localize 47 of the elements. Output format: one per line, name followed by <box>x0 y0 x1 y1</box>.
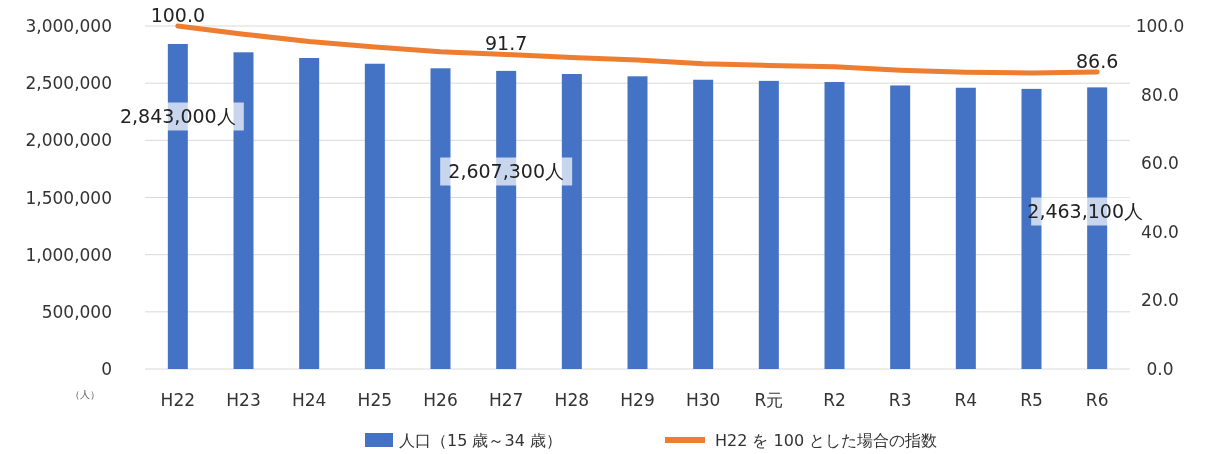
y2-tick-label: 100.0 <box>1135 16 1185 36</box>
legend-label: 人口（15 歳～34 歳） <box>399 431 562 450</box>
y-tick-label: 1,000,000 <box>25 244 112 265</box>
bar <box>299 58 320 369</box>
y2-tick-label: 20.0 <box>1141 290 1179 311</box>
y2-tick-label: 0.0 <box>1146 359 1174 379</box>
x-tick-label: R4 <box>954 390 978 410</box>
x-tick-label: H22 <box>160 390 196 410</box>
x-tick-label: H25 <box>357 390 393 410</box>
y-tick-label: 0 <box>101 359 112 379</box>
y-tick-label: 3,000,000 <box>25 16 112 36</box>
text: （人） <box>70 389 100 400</box>
y-tick-label: 500,000 <box>41 301 112 322</box>
x-tick-label: H27 <box>488 390 524 410</box>
bar <box>430 68 451 369</box>
y2-tick-label: 40.0 <box>1141 221 1179 242</box>
y-tick-label: 2,500,000 <box>25 73 112 94</box>
x-tick-label: H26 <box>423 390 458 410</box>
x-tick-label: H28 <box>554 390 590 410</box>
legend-label: H22 を 100 とした場合の指数 <box>715 431 938 450</box>
y2-tick-label: 60.0 <box>1141 153 1179 174</box>
x-tick-label: R元 <box>754 390 784 410</box>
x-tick-label: R3 <box>888 390 912 410</box>
x-tick-label: H29 <box>620 390 655 410</box>
bar <box>693 79 714 369</box>
bar <box>824 82 845 369</box>
bar <box>955 87 976 369</box>
x-tick-label: R6 <box>1085 390 1109 410</box>
data-label: 86.6 <box>1076 49 1119 72</box>
x-tick-label: H24 <box>291 390 327 410</box>
x-tick-label: R2 <box>823 390 846 410</box>
y-tick-label: 2,000,000 <box>25 130 112 151</box>
bar <box>364 63 385 369</box>
x-tick-label: H30 <box>685 390 721 410</box>
data-label: 2,607,300人 <box>448 159 565 182</box>
y2-tick-label: 80.0 <box>1141 84 1179 105</box>
x-tick-label: H23 <box>226 390 261 410</box>
y-tick-label: 1,500,000 <box>25 187 112 208</box>
x-tick-label: R5 <box>1020 390 1043 410</box>
bar <box>758 80 779 369</box>
data-label: 2,843,000人 <box>119 104 236 127</box>
bar <box>627 76 648 369</box>
bar <box>561 74 582 369</box>
bar <box>233 52 254 369</box>
data-label: 100.0 <box>150 4 206 26</box>
data-label: 91.7 <box>485 32 528 55</box>
bar <box>890 85 911 369</box>
